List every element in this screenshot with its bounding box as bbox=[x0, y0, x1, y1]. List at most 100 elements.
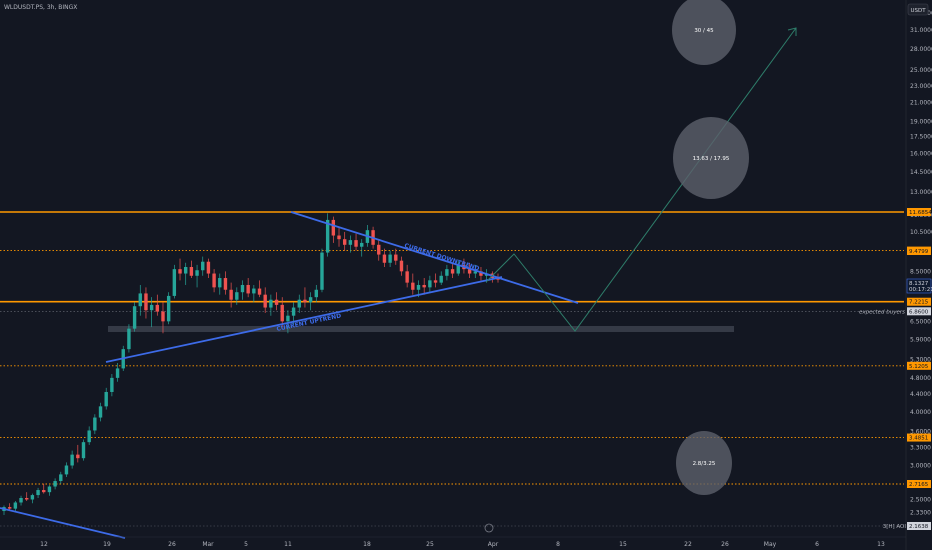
aoi-text: 3[H] AOI bbox=[883, 524, 907, 530]
price-level-badge bbox=[907, 361, 931, 370]
candle-body bbox=[47, 486, 52, 493]
expected-buyers-badge bbox=[907, 307, 931, 316]
y-tick-label: 23.0000 bbox=[910, 83, 932, 90]
candle-body bbox=[303, 299, 307, 303]
y-tick-label: 10.5000 bbox=[910, 229, 932, 236]
candle-body bbox=[348, 240, 353, 245]
candle-body bbox=[337, 235, 341, 240]
y-tick-label: 6.5000 bbox=[910, 318, 931, 325]
countdown-value: 00:17:21 bbox=[909, 287, 932, 293]
x-tick-label: 26 bbox=[721, 541, 729, 548]
candle-body bbox=[428, 280, 432, 288]
candle-body bbox=[496, 278, 500, 280]
x-tick-label: Mar bbox=[202, 541, 214, 548]
candle-body bbox=[19, 497, 23, 503]
candle-body bbox=[195, 270, 199, 276]
candle-body bbox=[445, 269, 449, 276]
target-ellipse-top bbox=[672, 0, 736, 65]
x-tick-label: 15 bbox=[619, 541, 627, 548]
candle-body bbox=[53, 481, 57, 487]
candle-body bbox=[450, 269, 455, 274]
candle-body bbox=[127, 328, 131, 350]
candle-body bbox=[342, 239, 347, 245]
candle-body bbox=[189, 266, 194, 276]
x-tick-label: Apr bbox=[488, 541, 499, 548]
candle-body bbox=[257, 288, 262, 295]
x-tick-label: 26 bbox=[168, 541, 176, 548]
candle-body bbox=[382, 254, 387, 263]
x-tick-label: 8 bbox=[556, 541, 560, 548]
y-tick-label: 2.5000 bbox=[910, 496, 931, 503]
target-ellipse-low-label: 2.8/3.25 bbox=[693, 461, 716, 467]
y-tick-label: 5.9000 bbox=[910, 336, 931, 343]
x-tick-label: May bbox=[764, 541, 777, 548]
candle-body bbox=[416, 284, 421, 290]
current-price-badge bbox=[906, 278, 932, 294]
candle-body bbox=[13, 502, 18, 509]
candle-body bbox=[7, 507, 12, 509]
y-tick-label: 28.0000 bbox=[910, 46, 932, 53]
candle-body bbox=[354, 240, 358, 247]
candle-body bbox=[297, 299, 301, 308]
y-tick-label: 4.4000 bbox=[910, 391, 931, 398]
x-tick-label: 12 bbox=[40, 541, 48, 548]
price-level-badge bbox=[907, 297, 931, 306]
candle-body bbox=[479, 271, 483, 276]
y-tick-label: 25.0000 bbox=[910, 67, 932, 74]
candle-body bbox=[473, 271, 477, 274]
candle-body bbox=[325, 219, 330, 253]
y-tick-label: 3.6000 bbox=[910, 429, 931, 436]
candle-body bbox=[456, 264, 460, 274]
x-tick-label: 13 bbox=[877, 541, 885, 548]
candle-body bbox=[252, 288, 256, 294]
candle-body bbox=[411, 282, 415, 290]
price-level-badge-text: 11.6854 bbox=[909, 210, 932, 216]
x-tick-label: 19 bbox=[103, 541, 111, 548]
candle-body bbox=[308, 297, 313, 303]
candle-body bbox=[280, 304, 284, 322]
x-tick-label: 25 bbox=[426, 541, 434, 548]
candle-body bbox=[115, 368, 120, 378]
candle-body bbox=[291, 307, 296, 316]
candle-body bbox=[161, 311, 165, 322]
candle-body bbox=[422, 284, 426, 288]
y-tick-label: 17.5000 bbox=[910, 134, 932, 141]
candle-body bbox=[218, 278, 222, 288]
candle-body bbox=[25, 497, 29, 500]
event-marker-icon bbox=[484, 523, 494, 533]
symbol-header: WLDUSDT.PS, 3h, BINGX bbox=[4, 4, 78, 11]
price-level-badge-text: 7.2215 bbox=[909, 300, 929, 306]
y-tick-label: 5.3000 bbox=[910, 356, 931, 363]
price-level-badge-text: 2.7165 bbox=[909, 482, 929, 488]
candle-body bbox=[246, 284, 250, 294]
candle-body bbox=[155, 304, 160, 312]
price-level-badge bbox=[907, 246, 931, 255]
y-tick-label: 4.8000 bbox=[910, 375, 931, 382]
candle-body bbox=[183, 266, 188, 274]
projection-arrowhead bbox=[787, 27, 797, 36]
candle-body bbox=[144, 293, 148, 311]
candle-body bbox=[388, 254, 392, 263]
candle-body bbox=[235, 292, 239, 300]
candle-body bbox=[206, 261, 211, 274]
price-level-badge-text: 5.1205 bbox=[909, 364, 929, 370]
candle-body bbox=[87, 430, 91, 443]
candle-body bbox=[331, 219, 336, 236]
aoi-badge bbox=[907, 522, 931, 530]
candle-body bbox=[93, 417, 97, 431]
y-tick-label: 31.0000 bbox=[910, 27, 932, 34]
target-ellipse-low bbox=[676, 431, 732, 495]
candle-body bbox=[377, 244, 381, 255]
currency-button bbox=[907, 3, 929, 16]
currency-button-label[interactable]: USDT bbox=[910, 8, 926, 14]
candle-body bbox=[394, 254, 398, 261]
demand-zone bbox=[108, 326, 734, 332]
candle-body bbox=[166, 295, 171, 322]
downtrend-line bbox=[290, 211, 579, 304]
candle-body bbox=[439, 275, 443, 283]
candle-body bbox=[201, 261, 205, 271]
candle-body bbox=[172, 269, 177, 296]
candle-body bbox=[59, 474, 63, 482]
candle-body bbox=[132, 306, 137, 329]
